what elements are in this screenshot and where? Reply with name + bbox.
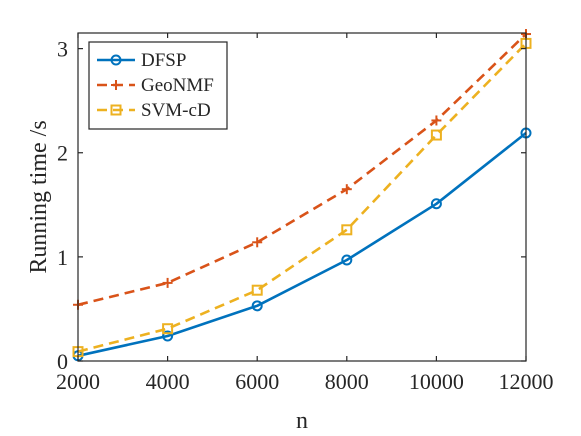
data-point bbox=[431, 115, 442, 126]
data-point bbox=[251, 284, 263, 296]
x-tick-label: 12000 bbox=[499, 369, 554, 394]
series-line bbox=[77, 42, 527, 353]
data-point bbox=[341, 224, 353, 236]
y-tick-label: 3 bbox=[57, 37, 68, 62]
data-point bbox=[251, 300, 263, 312]
x-tick-label: 6000 bbox=[235, 369, 279, 394]
data-point bbox=[341, 254, 353, 266]
x-axis-label: n bbox=[296, 408, 308, 434]
x-tick-label: 2000 bbox=[56, 369, 100, 394]
axes-layer bbox=[77, 32, 527, 362]
series-line bbox=[77, 131, 527, 358]
ticks-layer: 2000 4000 6000 8000 10000 12000 0 1 2 3 bbox=[56, 33, 554, 394]
data-point bbox=[162, 277, 173, 288]
legend-label: GeoNMF bbox=[141, 75, 214, 96]
legend-label: SVM-cD bbox=[141, 100, 211, 121]
data-point bbox=[110, 54, 122, 66]
legend: DFSP GeoNMF SVM-cD bbox=[88, 41, 228, 130]
data-point bbox=[162, 330, 174, 342]
plot-frame bbox=[77, 32, 527, 362]
data-point bbox=[430, 198, 442, 210]
data-point bbox=[341, 184, 352, 195]
x-tick-label: 4000 bbox=[146, 369, 190, 394]
legend-item: GeoNMF bbox=[97, 75, 214, 96]
data-point bbox=[252, 237, 263, 248]
x-tick-label: 8000 bbox=[325, 369, 369, 394]
legend-item: SVM-cD bbox=[97, 100, 211, 121]
data-point bbox=[111, 80, 121, 90]
legend-item: DFSP bbox=[97, 50, 186, 71]
data-point bbox=[110, 104, 122, 116]
data-point bbox=[430, 129, 442, 141]
legend-label: DFSP bbox=[141, 50, 186, 71]
series-line bbox=[77, 33, 527, 307]
y-axis-label: Running time /s bbox=[26, 120, 52, 273]
y-tick-label: 1 bbox=[57, 245, 68, 270]
x-tick-label: 10000 bbox=[409, 369, 464, 394]
data-point bbox=[162, 323, 174, 335]
y-tick-label: 2 bbox=[57, 141, 68, 166]
y-tick-label: 0 bbox=[57, 349, 68, 374]
